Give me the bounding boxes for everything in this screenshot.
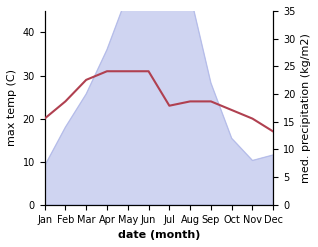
Y-axis label: max temp (C): max temp (C) (7, 69, 17, 146)
X-axis label: date (month): date (month) (118, 230, 200, 240)
Y-axis label: med. precipitation (kg/m2): med. precipitation (kg/m2) (301, 33, 311, 183)
